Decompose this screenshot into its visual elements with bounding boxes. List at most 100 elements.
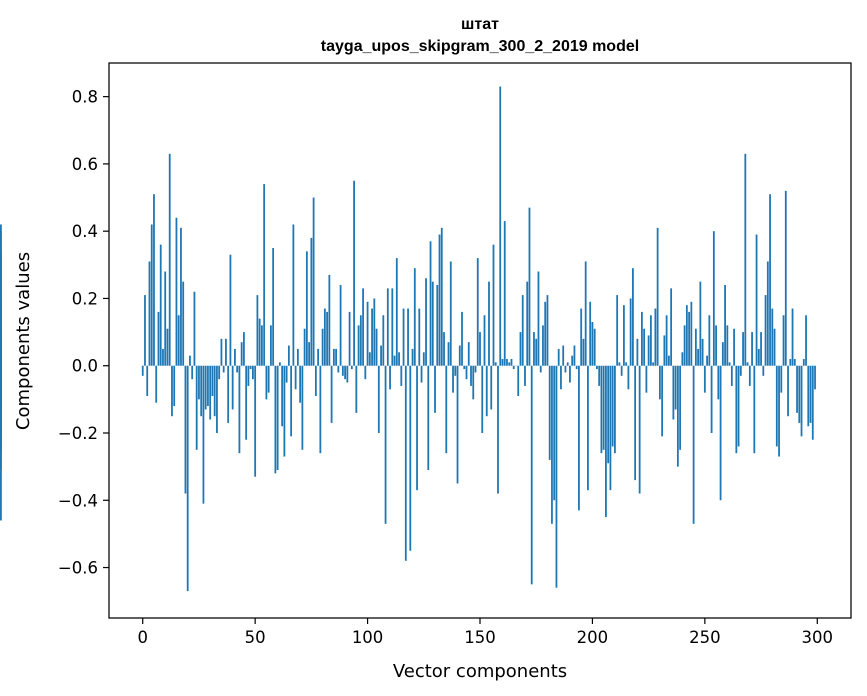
bar-203 xyxy=(598,365,601,386)
bar-257 xyxy=(719,365,722,501)
bar-262 xyxy=(730,365,733,386)
bar-251 xyxy=(706,355,708,366)
bar-153 xyxy=(485,365,488,417)
bar-201 xyxy=(593,328,596,366)
y-tick-label-1: −0.4 xyxy=(58,491,98,510)
bar-224 xyxy=(645,365,648,393)
bar-52 xyxy=(258,318,261,366)
bar-36 xyxy=(222,365,225,373)
bar-99 xyxy=(364,365,367,380)
bar-285 xyxy=(782,315,785,366)
bar-273 xyxy=(755,234,758,366)
bar-53 xyxy=(260,325,263,366)
bar-218 xyxy=(631,268,634,366)
bar-156 xyxy=(492,244,495,366)
bar-16 xyxy=(177,315,180,366)
bar-19 xyxy=(184,365,187,494)
bar-283 xyxy=(778,365,780,457)
bar-111 xyxy=(391,288,394,366)
bar-79 xyxy=(319,365,322,454)
bar-84 xyxy=(330,365,333,423)
bar-24 xyxy=(195,365,198,450)
bar-61 xyxy=(278,362,281,366)
bar-15 xyxy=(175,217,178,366)
bar-116 xyxy=(402,308,405,366)
bar-108 xyxy=(384,365,387,524)
bar-163 xyxy=(508,362,511,366)
bar-244 xyxy=(690,301,693,366)
bar-205 xyxy=(602,365,605,450)
y-axis: −0.6 −0.4 −0.2 0.0 0.2 0.4 0.6 0.8 xyxy=(58,88,109,578)
bar-70 xyxy=(299,365,302,403)
bar-230 xyxy=(658,365,661,400)
bar-266 xyxy=(739,365,742,376)
bar-313 xyxy=(0,251,2,366)
bar-151 xyxy=(481,365,484,433)
bar-13 xyxy=(171,365,173,417)
bar-220 xyxy=(636,338,639,366)
bar-146 xyxy=(470,365,472,386)
bar-131 xyxy=(436,285,439,366)
bar-110 xyxy=(389,365,391,390)
bar-122 xyxy=(416,365,418,491)
y-tick-label-5: 0.4 xyxy=(72,222,98,241)
bar-97 xyxy=(359,315,362,366)
bar-210 xyxy=(614,365,616,454)
bar-82 xyxy=(326,311,329,366)
bar-206 xyxy=(605,365,607,518)
bar-269 xyxy=(746,362,749,366)
bar-261 xyxy=(728,362,731,366)
bar-263 xyxy=(733,328,735,366)
bar-119 xyxy=(409,365,412,551)
bar-127 xyxy=(427,365,430,470)
bar-226 xyxy=(649,315,652,366)
bar-77 xyxy=(314,365,317,396)
bar-186 xyxy=(560,365,562,390)
bar-54 xyxy=(263,184,266,366)
bar-105 xyxy=(377,365,380,433)
bar-58 xyxy=(272,248,275,366)
bar-129 xyxy=(431,281,434,366)
bar-289 xyxy=(791,308,794,366)
bar-64 xyxy=(285,365,288,383)
bar-237 xyxy=(674,365,677,410)
bar-235 xyxy=(670,288,673,366)
bar-193 xyxy=(575,365,578,370)
bar-190 xyxy=(569,365,571,383)
bar-200 xyxy=(591,322,594,366)
bar-157 xyxy=(494,362,497,366)
bar-124 xyxy=(420,365,423,383)
bar-12 xyxy=(168,153,171,366)
x-tick-label-250: 250 xyxy=(689,628,721,647)
bar-249 xyxy=(701,338,704,366)
bar-117 xyxy=(404,365,407,561)
bar-50 xyxy=(254,365,257,477)
bar-80 xyxy=(321,328,324,366)
bar-187 xyxy=(562,345,565,366)
bar-145 xyxy=(467,342,470,366)
bar-247 xyxy=(697,348,700,366)
bar-29 xyxy=(207,365,209,407)
bar-245 xyxy=(692,365,695,524)
bar-4 xyxy=(150,224,153,366)
bar-104 xyxy=(375,328,378,366)
bar-42 xyxy=(236,365,239,373)
bar-195 xyxy=(580,308,583,366)
bar-314 xyxy=(0,332,2,366)
bar-174 xyxy=(533,332,535,366)
x-tick-label-100: 100 xyxy=(352,628,384,647)
bar-159 xyxy=(499,86,502,366)
y-tick-label-3: 0.0 xyxy=(72,357,98,376)
bar-238 xyxy=(676,365,679,467)
x-axis: 0 50 100 150 200 250 300 xyxy=(137,618,833,647)
bar-123 xyxy=(418,308,421,366)
bar-241 xyxy=(683,325,686,366)
bar-67 xyxy=(292,224,295,366)
bar-299 xyxy=(814,365,816,390)
bar-222 xyxy=(640,311,643,366)
bar-75 xyxy=(310,237,313,366)
bar-248 xyxy=(699,281,702,366)
bar-134 xyxy=(443,332,445,366)
bar-233 xyxy=(665,315,668,366)
